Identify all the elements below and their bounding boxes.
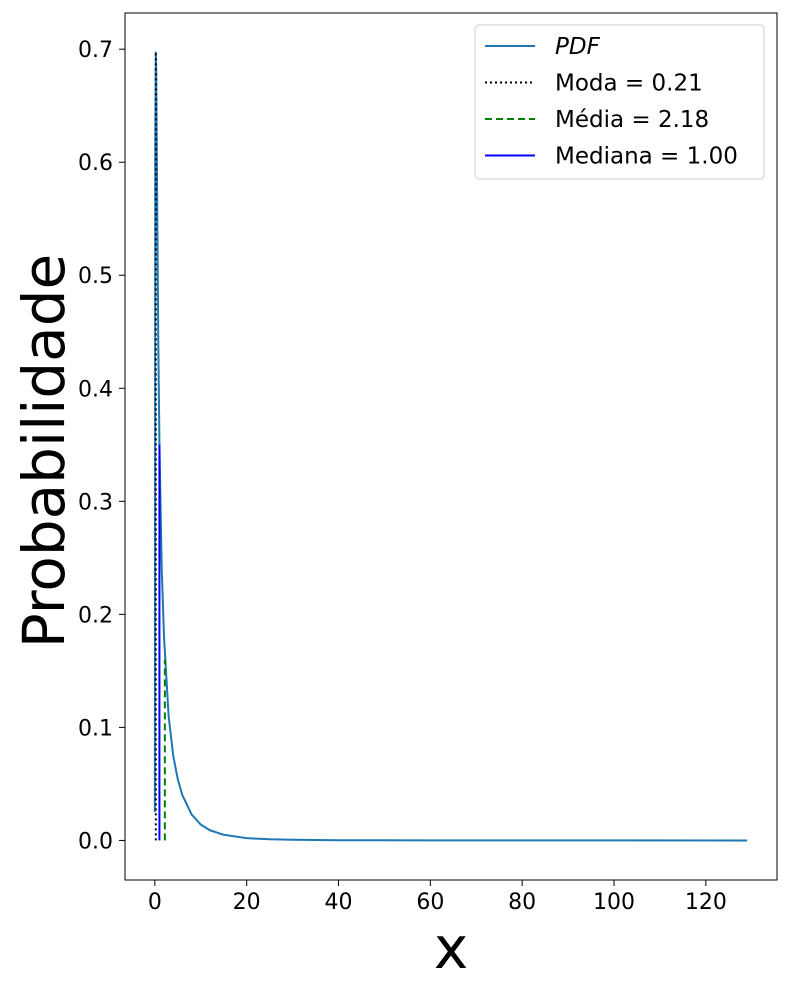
x-tick-label: 40	[325, 890, 353, 915]
legend-box	[474, 24, 765, 180]
x-tick-label: 120	[685, 890, 727, 915]
y-tick-label: 0.0	[78, 829, 113, 854]
legend-label-2: Média = 2.18	[555, 107, 709, 133]
x-axis-label: x	[434, 914, 468, 982]
y-tick-label: 0.1	[78, 716, 113, 741]
x-tick-label: 0	[148, 890, 162, 915]
series-line-0	[153, 51, 748, 842]
x-tick-label: 20	[233, 890, 261, 915]
legend-label-1: Moda = 0.21	[555, 71, 703, 97]
x-tick-label: 80	[508, 890, 536, 915]
y-tick-label: 0.5	[78, 264, 113, 289]
x-tick-label: 60	[416, 890, 444, 915]
legend-label-0: PDF	[555, 34, 601, 60]
x-axis-ticks: 0 20 40 60 80 100 120	[148, 880, 727, 915]
y-axis-label: Probabilidade	[10, 254, 78, 648]
vline-layer	[154, 52, 166, 841]
legend: PDF Moda = 0.21 Média = 2.18 Mediana = 1.00	[474, 24, 765, 180]
y-tick-label: 0.7	[78, 38, 113, 63]
y-tick-label: 0.3	[78, 490, 113, 515]
y-tick-label: 0.4	[78, 377, 113, 402]
y-tick-label: 0.6	[78, 151, 113, 176]
y-tick-label: 0.2	[78, 603, 113, 628]
legend-label-3: Mediana = 1.00	[555, 144, 738, 170]
x-tick-label: 100	[593, 890, 635, 915]
series-layer	[153, 51, 748, 842]
y-axis-ticks: 0.0 0.1 0.2 0.3 0.4 0.5 0.6 0.7	[78, 38, 125, 854]
